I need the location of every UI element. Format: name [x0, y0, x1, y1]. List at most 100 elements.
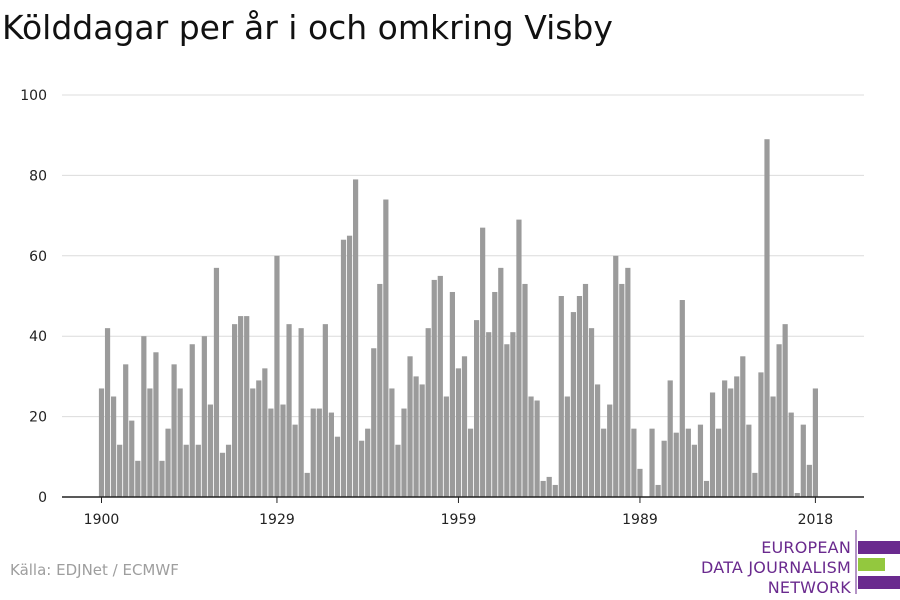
bar	[788, 412, 794, 497]
bar	[498, 267, 504, 497]
source-note: Källa: EDJNet / ECMWF	[10, 561, 179, 579]
bar	[449, 291, 455, 497]
bar	[141, 336, 147, 497]
bar	[625, 267, 631, 497]
bar	[800, 424, 806, 497]
bar	[480, 227, 486, 497]
bar	[431, 279, 437, 497]
bar	[661, 440, 667, 497]
bar	[631, 428, 637, 497]
bar	[298, 328, 304, 497]
bar	[244, 316, 250, 497]
bar	[492, 291, 498, 497]
bar	[595, 384, 601, 497]
bars	[98, 139, 818, 498]
bar	[728, 388, 734, 497]
logo-line-3: NETWORK	[767, 578, 851, 597]
bar	[582, 283, 589, 497]
bar	[722, 380, 728, 497]
bar	[649, 428, 655, 497]
bar	[540, 480, 546, 497]
bar	[232, 324, 238, 497]
bar	[413, 376, 419, 497]
bar	[195, 444, 201, 497]
bar	[740, 356, 746, 497]
bar	[588, 328, 595, 497]
bar	[207, 404, 213, 497]
bar	[353, 179, 359, 498]
bar	[238, 316, 244, 497]
bar	[752, 472, 758, 497]
bar	[528, 396, 534, 497]
bar	[764, 139, 770, 497]
bar	[570, 312, 576, 497]
bar	[340, 239, 347, 497]
bar	[129, 420, 135, 497]
bar	[522, 283, 528, 497]
bar	[746, 424, 752, 497]
y-tick-label: 100	[20, 88, 47, 104]
bar	[316, 408, 322, 497]
bar	[135, 460, 141, 497]
bar	[467, 428, 474, 497]
bar	[256, 380, 262, 497]
bar	[111, 396, 117, 497]
bar	[262, 368, 268, 497]
edjnet-logo-text: EUROPEAN DATA JOURNALISM NETWORK	[701, 538, 851, 598]
bar	[346, 235, 353, 497]
bar	[213, 267, 220, 497]
bar	[607, 404, 613, 497]
bar	[437, 275, 443, 497]
bar	[564, 396, 570, 497]
bar	[516, 219, 522, 497]
bar	[159, 460, 165, 497]
bar	[619, 283, 625, 497]
bar	[274, 255, 280, 497]
y-tick-label: 40	[29, 329, 47, 345]
bar	[504, 344, 510, 497]
x-tick-label: 2018	[798, 512, 834, 528]
y-tick-label: 80	[29, 168, 47, 184]
bar	[691, 444, 697, 497]
bar	[371, 348, 377, 497]
bar	[147, 388, 153, 497]
bar	[395, 444, 401, 497]
y-tick-label: 0	[38, 490, 47, 506]
bar	[558, 296, 564, 497]
bar	[322, 324, 328, 497]
bar	[776, 344, 782, 497]
bar	[365, 428, 371, 497]
bar	[455, 368, 462, 497]
x-tick-label: 1989	[622, 512, 658, 528]
bar	[389, 388, 395, 497]
bar	[123, 364, 129, 497]
bar	[310, 408, 316, 497]
bar	[673, 432, 679, 497]
bar	[782, 324, 788, 497]
bar	[734, 376, 740, 497]
bar	[401, 408, 407, 497]
bar	[806, 464, 812, 497]
bar	[655, 484, 661, 497]
bar	[407, 356, 413, 497]
bar	[328, 412, 334, 497]
bar	[201, 336, 207, 497]
x-tick-label: 1959	[441, 512, 477, 528]
edjnet-logo-icon	[855, 530, 900, 594]
bar	[685, 428, 691, 497]
bar	[268, 408, 274, 497]
bar	[709, 392, 716, 497]
bar	[703, 480, 710, 497]
bar	[443, 396, 449, 497]
bar	[576, 296, 583, 497]
bar	[474, 320, 480, 497]
bar	[171, 364, 177, 497]
logo-line-1: EUROPEAN	[761, 538, 851, 557]
bar	[770, 396, 776, 497]
chart-title: Kölddagar per år i och omkring Visby	[2, 8, 613, 47]
bar	[425, 328, 431, 497]
logo-line-2: DATA JOURNALISM	[701, 558, 851, 577]
bar	[177, 388, 183, 497]
bar	[601, 428, 607, 497]
